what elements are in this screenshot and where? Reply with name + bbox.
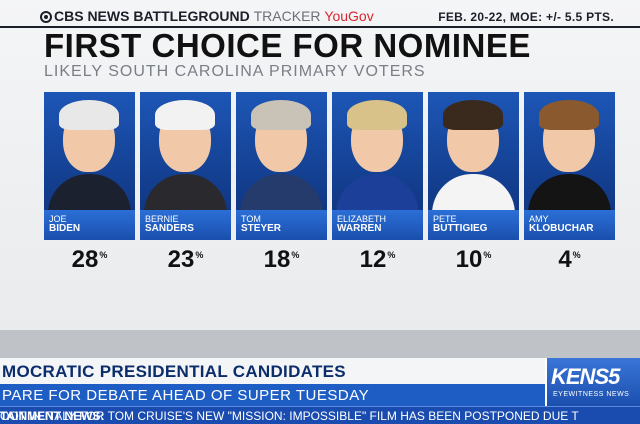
percent-sign: % bbox=[572, 250, 581, 260]
chart-title: FIRST CHOICE FOR NOMINEE bbox=[44, 27, 531, 64]
candidate-card: PETE BUTTIGIEG 10% bbox=[428, 92, 519, 274]
chart-subtitle: LIKELY SOUTH CAROLINA PRIMARY VOTERS bbox=[44, 63, 426, 80]
candidate-first-name: BERNIE bbox=[145, 214, 179, 224]
candidate-nameplate: PETE BUTTIGIEG bbox=[428, 210, 519, 240]
percent-sign: % bbox=[195, 250, 204, 260]
candidate-percent: 23% bbox=[140, 246, 231, 274]
portrait-hair bbox=[347, 100, 407, 130]
percent-value: 12 bbox=[359, 246, 387, 273]
ticker-label: TAINMENT NEWS: bbox=[0, 409, 105, 423]
candidate-nameplate: ELIZABETH WARREN bbox=[332, 210, 423, 240]
percent-sign: % bbox=[387, 250, 396, 260]
portrait-hair bbox=[251, 100, 311, 130]
subhead-text: PARE FOR DEBATE AHEAD OF SUPER TUESDAY bbox=[2, 387, 370, 404]
brand-network: CBS NEWS BATTLEGROUND bbox=[54, 8, 250, 24]
brand: CBS NEWS BATTLEGROUND TRACKER YouGov bbox=[40, 8, 374, 24]
percent-value: 18 bbox=[263, 246, 291, 273]
percent-value: 4 bbox=[558, 246, 572, 273]
poll-graphic: CBS NEWS BATTLEGROUND TRACKER YouGov FEB… bbox=[0, 0, 640, 330]
portrait-hair bbox=[443, 100, 503, 130]
station-logo-text: KENS5 bbox=[551, 364, 620, 389]
headline-text: MOCRATIC PRESIDENTIAL CANDIDATES bbox=[2, 362, 346, 381]
candidate-card: JOE BIDEN 28% bbox=[44, 92, 135, 274]
candidate-percent: 4% bbox=[524, 246, 615, 274]
percent-sign: % bbox=[483, 250, 492, 260]
candidate-percent: 28% bbox=[44, 246, 135, 274]
candidate-photo: ELIZABETH WARREN bbox=[332, 92, 423, 240]
candidate-photo: JOE BIDEN bbox=[44, 92, 135, 240]
divider-strip bbox=[0, 330, 640, 358]
percent-sign: % bbox=[291, 250, 300, 260]
candidate-last-name: KLOBUCHAR bbox=[529, 223, 594, 234]
brand-tracker: TRACKER bbox=[253, 8, 321, 24]
candidate-percent: 12% bbox=[332, 246, 423, 274]
candidate-last-name: SANDERS bbox=[145, 223, 194, 234]
candidate-card: TOM STEYER 18% bbox=[236, 92, 327, 274]
percent-value: 10 bbox=[455, 246, 483, 273]
portrait-hair bbox=[155, 100, 215, 130]
candidate-photo: TOM STEYER bbox=[236, 92, 327, 240]
candidate-percent: 18% bbox=[236, 246, 327, 274]
candidate-card: BERNIE SANDERS 23% bbox=[140, 92, 231, 274]
candidate-last-name: STEYER bbox=[241, 223, 282, 234]
percent-value: 28 bbox=[71, 246, 99, 273]
ticker-text: OOT IN ITALY FOR TOM CRUISE'S NEW "MISSI… bbox=[0, 409, 579, 423]
candidate-first-name: ELIZABETH bbox=[337, 214, 387, 224]
candidate-first-name: PETE bbox=[433, 214, 457, 224]
candidate-last-name: WARREN bbox=[337, 223, 382, 234]
candidate-photo: BERNIE SANDERS bbox=[140, 92, 231, 240]
candidate-last-name: BUTTIGIEG bbox=[433, 223, 488, 234]
header-bar: CBS NEWS BATTLEGROUND TRACKER YouGov FEB… bbox=[0, 4, 640, 28]
portrait-hair bbox=[59, 100, 119, 130]
candidate-first-name: JOE bbox=[49, 214, 67, 224]
candidate-nameplate: AMY KLOBUCHAR bbox=[524, 210, 615, 240]
lower-third-subhead: PARE FOR DEBATE AHEAD OF SUPER TUESDAY bbox=[0, 384, 545, 406]
station-tagline: EYEWITNESS NEWS bbox=[553, 391, 630, 398]
candidate-percent: 10% bbox=[428, 246, 519, 274]
candidate-card: ELIZABETH WARREN 12% bbox=[332, 92, 423, 274]
poll-meta: FEB. 20-22, MOE: +/- 5.5 PTS. bbox=[438, 10, 614, 24]
station-logo: KENS5 EYEWITNESS NEWS bbox=[545, 358, 640, 406]
brand-partner: YouGov bbox=[324, 8, 374, 24]
candidate-photo: AMY KLOBUCHAR bbox=[524, 92, 615, 240]
lower-third-headline: MOCRATIC PRESIDENTIAL CANDIDATES bbox=[0, 358, 545, 384]
portrait-hair bbox=[539, 100, 599, 130]
candidate-first-name: AMY bbox=[529, 214, 549, 224]
candidate-last-name: BIDEN bbox=[49, 223, 81, 234]
candidate-nameplate: BERNIE SANDERS bbox=[140, 210, 231, 240]
news-ticker: TAINMENT NEWS: OOT IN ITALY FOR TOM CRUI… bbox=[0, 406, 640, 424]
candidate-nameplate: TOM STEYER bbox=[236, 210, 327, 240]
candidate-first-name: TOM bbox=[241, 214, 261, 224]
candidate-nameplate: JOE BIDEN bbox=[44, 210, 135, 240]
percent-sign: % bbox=[99, 250, 108, 260]
percent-value: 23 bbox=[167, 246, 195, 273]
candidate-card: AMY KLOBUCHAR 4% bbox=[524, 92, 615, 274]
cbs-eye-icon bbox=[40, 11, 52, 23]
candidate-photo: PETE BUTTIGIEG bbox=[428, 92, 519, 240]
